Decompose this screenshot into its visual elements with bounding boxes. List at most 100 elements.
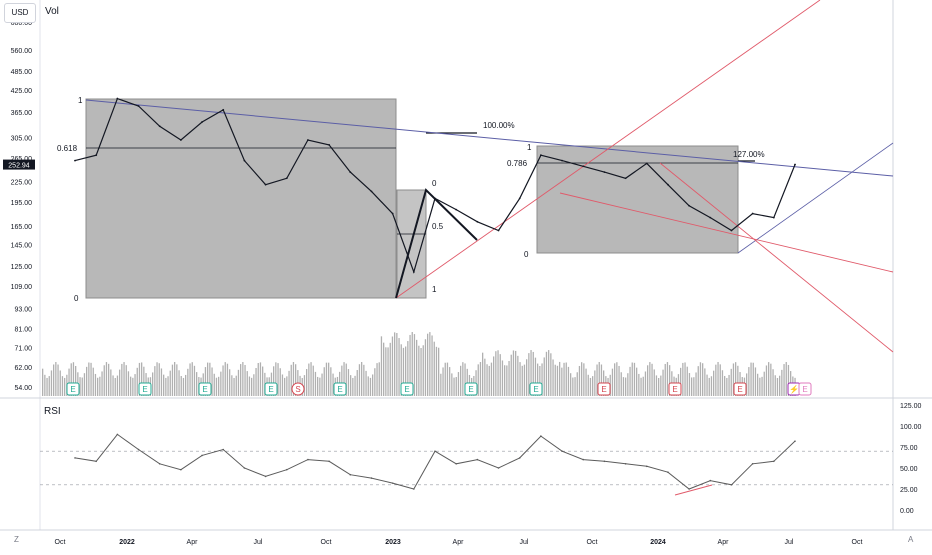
volume-bar bbox=[158, 363, 160, 396]
volume-bar bbox=[523, 364, 526, 396]
volume-bar bbox=[64, 377, 66, 396]
volume-bar bbox=[429, 332, 431, 396]
event-marker-label: E bbox=[802, 385, 807, 394]
rsi-point bbox=[413, 488, 415, 490]
rsi-divergence-line bbox=[674, 484, 713, 496]
price-point bbox=[222, 108, 225, 111]
rsi-point bbox=[74, 457, 76, 459]
volume-bar bbox=[288, 370, 290, 396]
volume-bar bbox=[319, 377, 321, 396]
last-price-label: 252.94 bbox=[8, 163, 30, 170]
volume-bar bbox=[94, 373, 97, 396]
volume-bar bbox=[68, 368, 70, 396]
price-tick-label: 54.00 bbox=[14, 385, 32, 392]
event-marker-label: E bbox=[533, 385, 538, 394]
price-point bbox=[137, 105, 140, 107]
volume-bar bbox=[647, 365, 649, 396]
volume-bar bbox=[125, 365, 127, 396]
volume-bar bbox=[328, 362, 330, 396]
volume-bar bbox=[457, 372, 460, 396]
volume-bar bbox=[640, 377, 642, 396]
volume-bar bbox=[587, 374, 589, 396]
volume-bar bbox=[376, 363, 378, 396]
volume-bar bbox=[99, 376, 101, 396]
volume-bar bbox=[279, 368, 281, 396]
volume-bar bbox=[253, 374, 255, 396]
volume-bar bbox=[770, 363, 772, 396]
volume-bar bbox=[134, 374, 136, 396]
event-marker-label: E bbox=[202, 385, 207, 394]
rsi-point bbox=[794, 440, 796, 442]
price-point bbox=[455, 208, 458, 211]
earnings-marker bbox=[198, 382, 212, 396]
volume-bar bbox=[273, 366, 275, 396]
rsi-point bbox=[95, 460, 97, 463]
volume-bar bbox=[752, 362, 754, 396]
volume-bar bbox=[193, 365, 196, 396]
volume-bar bbox=[572, 377, 574, 396]
volume-bar bbox=[70, 363, 72, 396]
volume-bar bbox=[598, 362, 600, 396]
log-toggle-button[interactable]: Z bbox=[14, 535, 19, 544]
rsi-point bbox=[222, 448, 225, 451]
volume-bar bbox=[611, 368, 614, 396]
fib-label: 0.786 bbox=[507, 159, 528, 168]
volume-bar bbox=[46, 377, 48, 396]
price-tick-label: 165.00 bbox=[11, 224, 33, 231]
rsi-point bbox=[751, 463, 754, 465]
price-point bbox=[645, 162, 648, 165]
time-tick-label: Jul bbox=[254, 539, 263, 546]
volume-bar bbox=[242, 362, 244, 396]
volume-bar bbox=[594, 370, 596, 396]
earnings-marker bbox=[400, 382, 414, 396]
volume-bar bbox=[528, 353, 530, 396]
volume-bar bbox=[50, 370, 53, 396]
volume-bar bbox=[724, 375, 726, 396]
volume-bar bbox=[163, 374, 165, 396]
volume-bar bbox=[682, 362, 684, 396]
volume-bar bbox=[455, 377, 457, 396]
volume-bar bbox=[330, 367, 332, 396]
volume-bar bbox=[735, 362, 737, 396]
volume-bar bbox=[506, 365, 508, 396]
price-point bbox=[74, 159, 76, 162]
volume-bar bbox=[620, 372, 622, 396]
rsi-point bbox=[180, 468, 182, 471]
volume-bar bbox=[565, 362, 567, 396]
earnings-marker bbox=[668, 382, 682, 396]
rsi-point bbox=[391, 482, 394, 484]
event-marker-label: E bbox=[142, 385, 147, 394]
volume-bar bbox=[517, 355, 519, 396]
volume-bar bbox=[136, 367, 138, 396]
price-tick-label: 365.00 bbox=[11, 110, 33, 117]
rsi-point bbox=[201, 454, 203, 457]
volume-bar bbox=[281, 374, 284, 396]
volume-bar bbox=[413, 334, 416, 396]
volume-bar bbox=[625, 377, 627, 396]
volume-bar bbox=[774, 375, 776, 396]
volume-bar bbox=[519, 362, 521, 396]
volume-bar bbox=[757, 373, 759, 396]
auto-scale-button[interactable]: A bbox=[908, 535, 914, 544]
volume-bar bbox=[435, 346, 438, 396]
volume-bar bbox=[541, 363, 543, 396]
volume-bar bbox=[732, 363, 735, 396]
rsi-point bbox=[158, 463, 161, 465]
volume-bar bbox=[759, 377, 761, 396]
rsi-point bbox=[116, 433, 119, 436]
volume-bar bbox=[218, 376, 220, 396]
volume-bar bbox=[343, 362, 345, 396]
volume-bar bbox=[488, 365, 490, 396]
volume-bar bbox=[189, 363, 191, 396]
volume-bar bbox=[312, 365, 314, 396]
rsi-point bbox=[582, 458, 585, 461]
volume-bar bbox=[387, 347, 389, 396]
rsi-point bbox=[455, 463, 457, 465]
currency-button[interactable]: USD bbox=[4, 3, 36, 23]
price-point bbox=[709, 216, 712, 219]
volume-bar bbox=[407, 341, 409, 396]
volume-bar bbox=[666, 362, 669, 396]
rsi-point bbox=[476, 458, 479, 461]
